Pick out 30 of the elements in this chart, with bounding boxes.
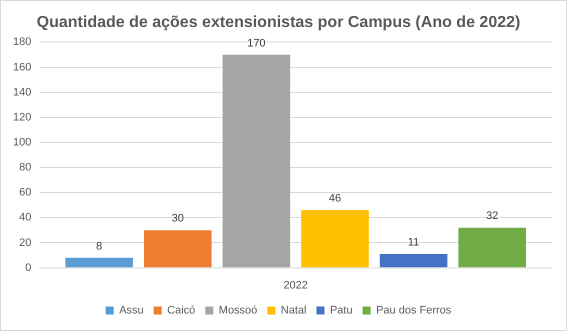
legend-label: Caicó xyxy=(167,304,196,317)
y-tick-label: 140 xyxy=(12,86,32,98)
y-tick-label: 160 xyxy=(12,61,32,74)
y-tick-label: 60 xyxy=(19,186,32,199)
y-tick-label: 40 xyxy=(19,212,32,224)
y-tick-label: 0 xyxy=(25,262,32,274)
y-tick-label: 80 xyxy=(19,162,32,174)
data-label: 30 xyxy=(172,212,184,225)
legend-label: Pau dos Ferros xyxy=(376,304,452,317)
bar xyxy=(222,54,290,268)
y-tick-label: 20 xyxy=(19,236,32,249)
legend-label: Mossoó xyxy=(218,304,258,317)
data-label: 8 xyxy=(96,240,102,252)
legend-label: Patu xyxy=(330,304,353,317)
data-label: 46 xyxy=(328,192,342,205)
y-tick-label: 120 xyxy=(12,111,32,124)
data-label: 170 xyxy=(247,37,266,50)
y-tick-label: 180 xyxy=(12,36,32,48)
chart-title: Quantidade de ações extensionistas por Campus (Ano de 2022) xyxy=(36,14,520,32)
bar xyxy=(144,230,212,268)
legend-label: Assu xyxy=(119,304,144,317)
y-tick-label: 100 xyxy=(12,136,32,148)
legend-label: Natal xyxy=(280,304,306,317)
bar xyxy=(65,258,133,268)
bar xyxy=(380,254,448,268)
data-label: 11 xyxy=(408,236,420,249)
bar xyxy=(301,210,369,268)
data-label: 32 xyxy=(486,210,498,222)
bar xyxy=(458,228,526,268)
x-tick-label: 2022 xyxy=(283,279,308,292)
